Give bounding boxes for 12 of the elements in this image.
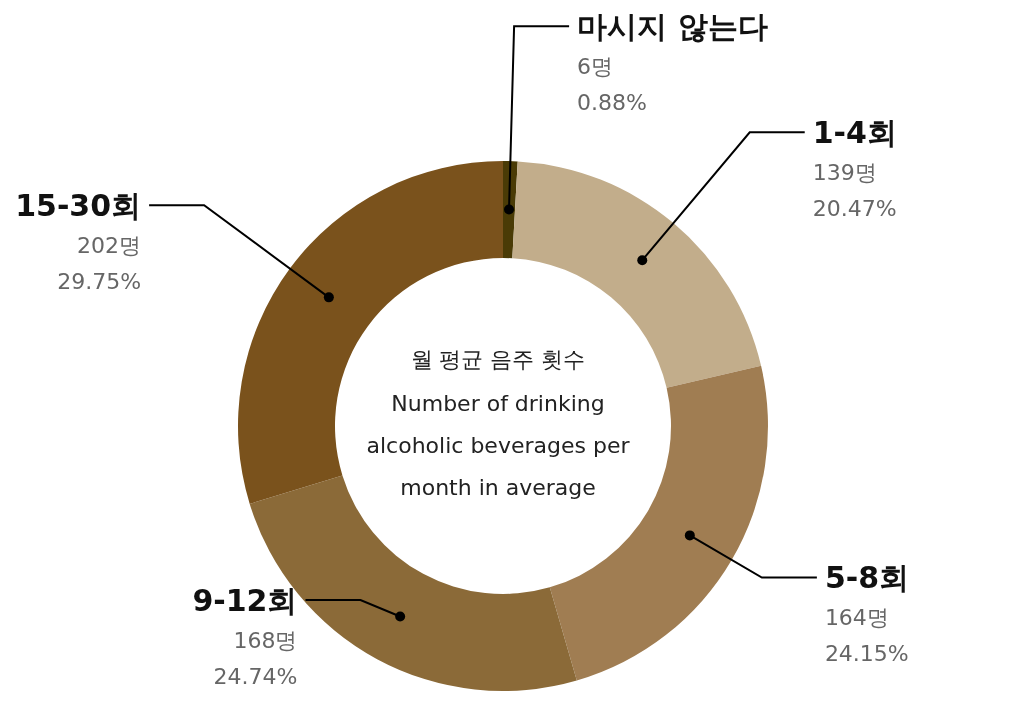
data-label: 168명 24.74% bbox=[213, 627, 298, 689]
data-label: 202명 29.75% bbox=[57, 232, 142, 294]
slice-label: 마시지 않는다 bbox=[577, 8, 768, 44]
slice-label: 5-8회 bbox=[824, 560, 910, 596]
text: 월 평균 음주 횟수 bbox=[410, 346, 586, 372]
text: Number of drinking alcoholic beverages per month in average bbox=[366, 390, 631, 500]
slice-label: 9-12회 bbox=[192, 582, 298, 618]
slice-label: 1-4회 bbox=[812, 114, 897, 150]
data-label: 6명 0.88% bbox=[577, 53, 647, 115]
slice-label: 15-30회 bbox=[15, 187, 142, 223]
data-label: 164명 24.15% bbox=[824, 605, 909, 667]
data-label: 139명 20.47% bbox=[812, 159, 897, 221]
